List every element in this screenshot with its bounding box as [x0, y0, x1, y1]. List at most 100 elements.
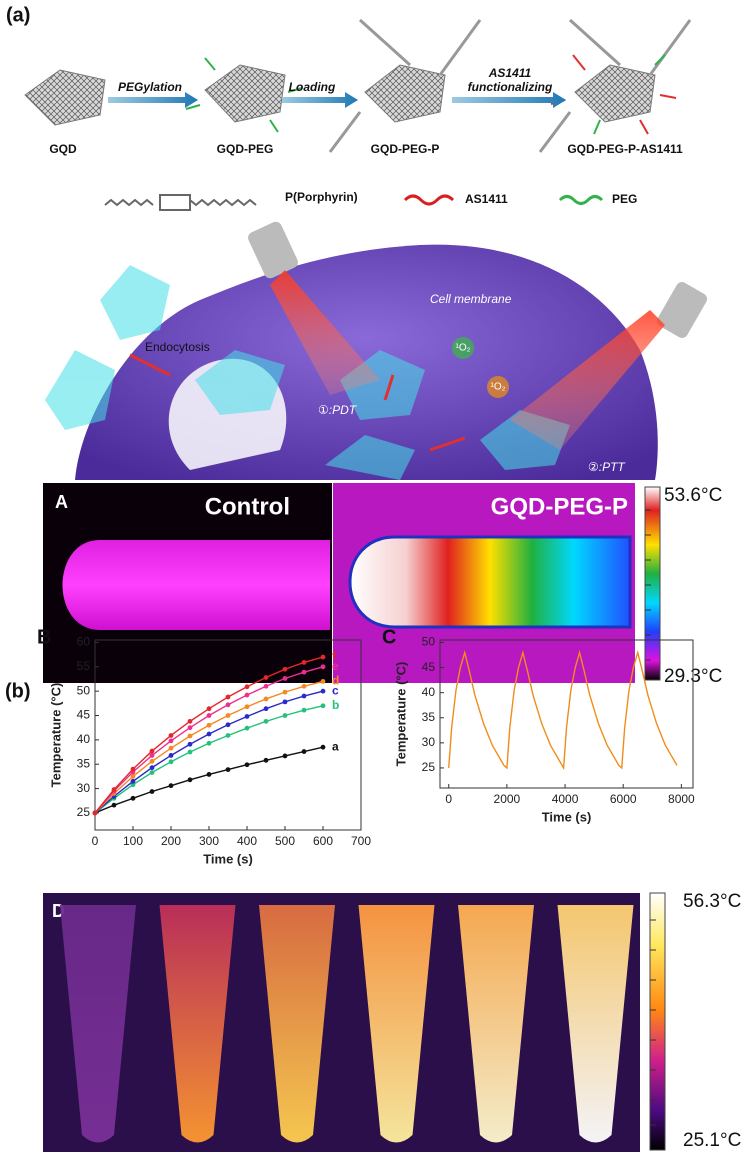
data-point: [206, 740, 212, 746]
y-axis-title: Temperature (°C): [48, 683, 63, 788]
data-point: [244, 704, 250, 710]
series-label: b: [332, 698, 339, 712]
x-tick-label: 4000: [552, 792, 579, 806]
panel-label: C: [382, 626, 396, 648]
data-point: [206, 706, 212, 712]
x-tick-label: 400: [237, 834, 257, 848]
data-point: [206, 722, 212, 728]
data-point: [130, 782, 136, 788]
data-point: [187, 741, 193, 747]
legend-label: P(Porphyrin): [285, 190, 358, 204]
data-point: [244, 692, 250, 698]
x-tick-label: 100: [123, 834, 143, 848]
thermal-image-a: [43, 483, 661, 683]
data-point: [244, 684, 250, 690]
image-label: GQD-PEG-P: [491, 493, 628, 520]
x-tick-label: 8000: [668, 792, 695, 806]
cell-illustration: [45, 221, 708, 480]
legend-icons: [104, 194, 604, 211]
tube: [458, 905, 534, 1143]
data-point: [168, 753, 174, 758]
plot-frame: [94, 639, 362, 831]
x-axis-title: Time (s): [203, 851, 253, 866]
data-point: [225, 702, 231, 708]
data-point: [301, 749, 307, 754]
data-point: [187, 777, 193, 783]
stage-label: GQD-PEG-P: [371, 142, 440, 156]
data-point: [149, 765, 155, 771]
therapy-label: ①:PDT: [318, 403, 358, 417]
y-tick-label: 25: [77, 805, 91, 819]
y-tick-label: 50: [422, 635, 436, 649]
data-point: [149, 758, 155, 764]
data-point: [320, 703, 326, 709]
data-point: [320, 744, 326, 750]
image-label: Control: [205, 493, 290, 520]
colorbar-min: 25.1°C: [683, 1130, 741, 1151]
data-point: [187, 749, 193, 755]
data-point: [320, 664, 326, 670]
thermal-image-d: [43, 892, 666, 1152]
data-point: [149, 770, 155, 775]
data-point: [244, 762, 250, 768]
data-point: [206, 713, 212, 718]
step-arrows: [108, 92, 566, 108]
data-point: [263, 675, 269, 680]
series-line: [94, 705, 324, 814]
data-point: [149, 748, 155, 754]
step-label: Loading: [289, 80, 336, 94]
data-point: [206, 731, 212, 737]
data-point: [301, 707, 307, 713]
y-tick-label: 40: [422, 685, 436, 699]
data-point: [168, 733, 174, 738]
step-label: PEGylation: [118, 80, 182, 94]
data-point: [225, 767, 231, 772]
data-point: [130, 795, 136, 801]
data-point: [168, 738, 174, 744]
data-point: [301, 669, 307, 675]
data-point: [320, 688, 326, 694]
data-point: [130, 774, 136, 779]
data-point: [263, 683, 269, 689]
data-point: [149, 753, 155, 758]
data-point: [282, 676, 288, 681]
x-tick-label: 500: [275, 834, 295, 848]
x-tick-label: 0: [445, 792, 452, 806]
stage-label: GQD-PEG-P-AS1411: [567, 142, 683, 156]
x-tick-label: 200: [161, 834, 181, 848]
cell-label: Endocytosis: [145, 340, 210, 354]
data-point: [187, 733, 193, 739]
data-point: [282, 713, 288, 718]
colorbar-max: 56.3°C: [683, 891, 741, 912]
x-tick-label: 2000: [494, 792, 521, 806]
plot-frame: [439, 639, 694, 789]
series-line: [448, 649, 678, 771]
panel-label: (a): [6, 4, 30, 26]
data-point: [301, 693, 307, 699]
data-point: [263, 718, 269, 724]
step-label: AS1411: [488, 66, 532, 80]
data-point: [301, 683, 307, 689]
y-tick-label: 55: [77, 659, 91, 673]
panel-label: A: [55, 492, 68, 512]
x-tick-label: 600: [313, 834, 333, 848]
data-point: [149, 789, 155, 794]
data-point: [282, 753, 288, 759]
panel-label: (b): [5, 680, 31, 702]
data-point: [320, 654, 326, 660]
data-point: [244, 714, 250, 719]
y-tick-label: 25: [422, 760, 436, 774]
tube: [60, 905, 136, 1143]
series-label: e: [332, 659, 339, 673]
series-label: a: [332, 739, 339, 753]
colorbar-max: 53.6°C: [664, 485, 722, 506]
stage-label: GQD: [49, 142, 77, 156]
y-tick-label: 45: [422, 660, 436, 674]
therapy-label: ②:PTT: [588, 460, 626, 474]
data-point: [130, 778, 136, 784]
data-point: [187, 725, 193, 731]
data-point: [168, 745, 174, 751]
y-tick-label: 30: [422, 735, 436, 749]
y-tick-label: 45: [77, 708, 91, 722]
